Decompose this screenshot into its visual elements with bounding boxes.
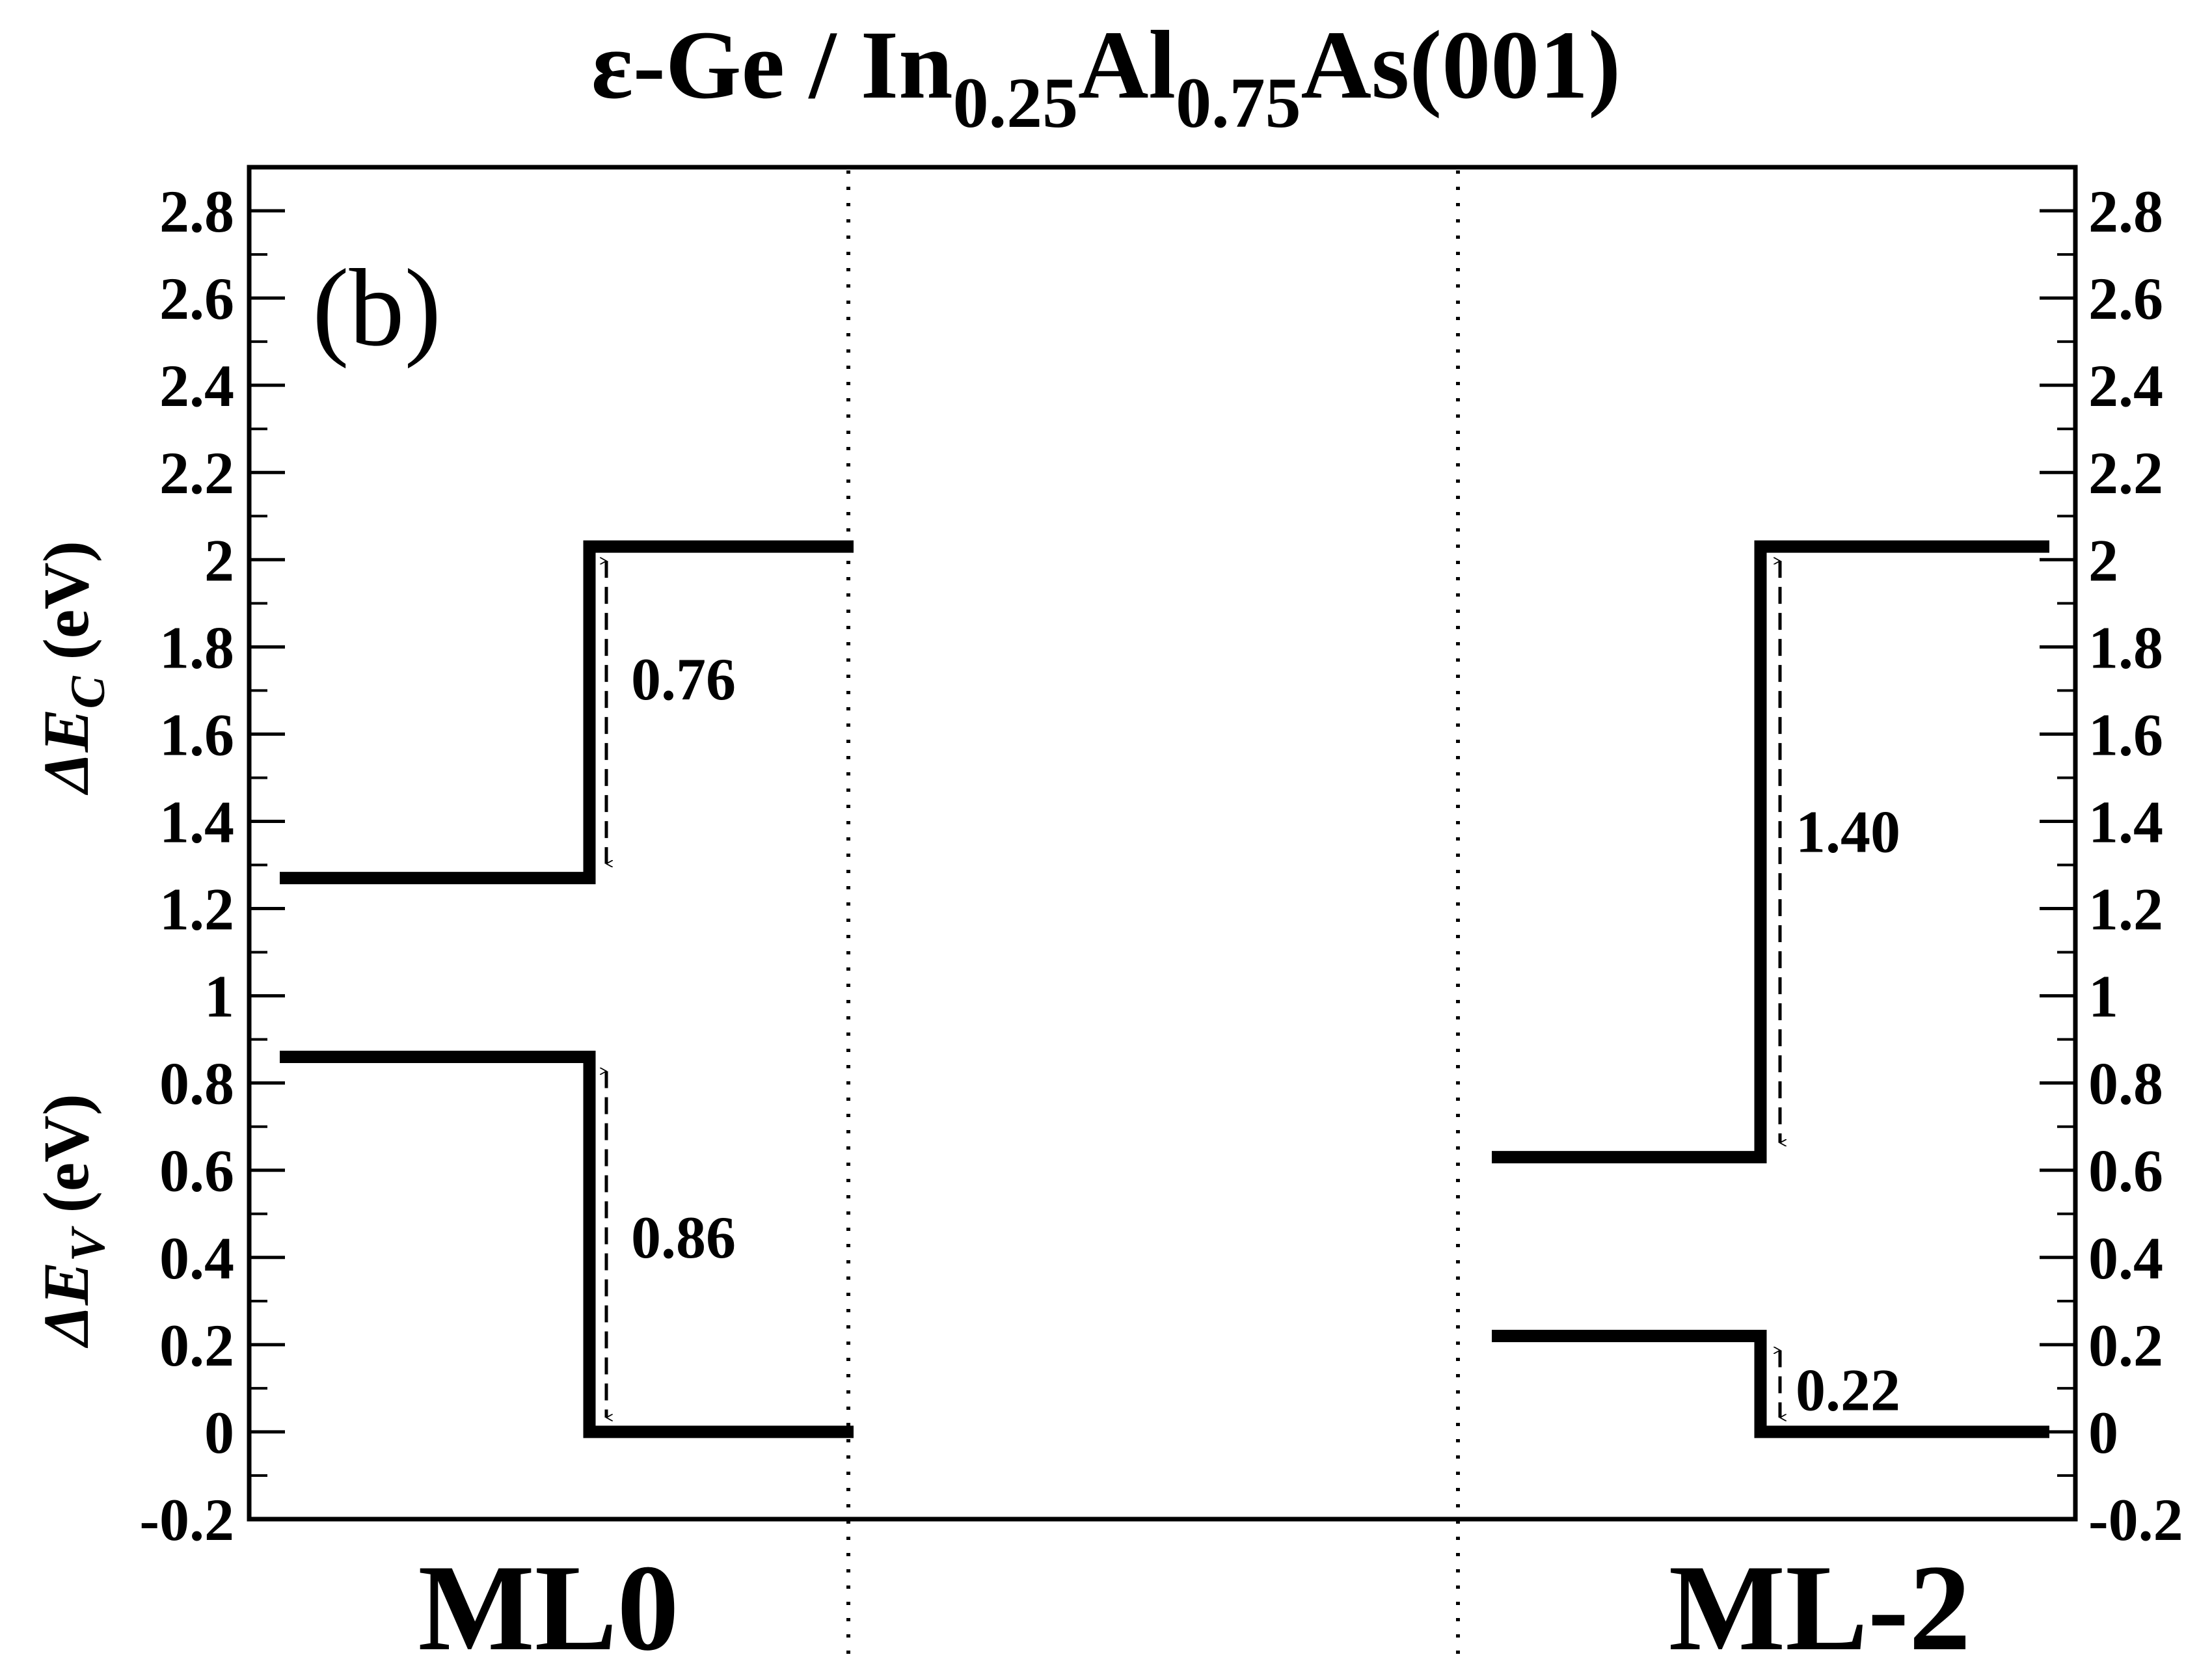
- y-axis-title-valence: ΔEV (eV): [30, 1094, 115, 1349]
- y-tick-label-left: 1.6: [159, 701, 234, 768]
- y-tick-label-left: 1.4: [159, 789, 234, 855]
- y-tick-label-right: 2.2: [2088, 440, 2163, 506]
- y-axis-left: -0.2 0 0.2 0.4 0.6 0.8 1 1.2 1.4 1.6 1.8 2 2.2 2.4 2.6…: [139, 178, 285, 1553]
- y-axis-right: -0.2 0 0.2 0.4 0.6 0.8 1 1.2 1.4 1.6 1.8 2 2.2 2.4 2.6…: [2040, 178, 2183, 1553]
- y-tick-label-right: 0.2: [2088, 1312, 2163, 1379]
- conduction-band-ml0: [280, 540, 854, 885]
- valence-band-ml-2: [1492, 1329, 2049, 1438]
- panel-label-ml-2: ML-2: [1669, 1540, 1971, 1659]
- y-axis-title-conduction: ΔEC (eV): [30, 541, 115, 796]
- chart-title: ε-Ge / In0.25Al0.75As(001): [591, 11, 1621, 142]
- y-tick-label-right: 1.8: [2088, 614, 2163, 681]
- plot-frame: [247, 165, 2078, 1522]
- offset-labels: 0.76 0.86 1.40 0.22: [631, 646, 1900, 1423]
- y-tick-label-left: -0.2: [139, 1487, 234, 1553]
- y-tick-label-left: 2.8: [159, 178, 234, 245]
- conduction-offset-label-ml0: 0.76: [631, 646, 736, 712]
- y-tick-label-right: 1.4: [2088, 789, 2163, 855]
- panel-label: (b): [312, 247, 441, 369]
- y-tick-label-left: 0: [204, 1399, 234, 1466]
- y-tick-label-right: 1: [2088, 964, 2118, 1030]
- y-tick-label-right: 0.8: [2088, 1051, 2163, 1117]
- y-tick-label-left: 1.2: [159, 876, 234, 943]
- y-tick-label-right: 1.6: [2088, 701, 2163, 768]
- y-tick-label-right: 2.8: [2088, 178, 2163, 245]
- conduction-band-ml-2: [1492, 540, 2049, 1164]
- y-tick-label-left: 0.2: [159, 1312, 234, 1379]
- band-lines: [280, 540, 2049, 1438]
- y-tick-label-left: 0.6: [159, 1138, 234, 1204]
- y-tick-label-left: 2.6: [159, 265, 234, 332]
- offset-arrows: [606, 561, 1780, 1418]
- panel-label-ml0: ML0: [418, 1540, 679, 1659]
- y-tick-label-right: 0.4: [2088, 1225, 2163, 1291]
- y-tick-label-right: -0.2: [2088, 1487, 2183, 1553]
- y-tick-label-right: 0: [2088, 1399, 2118, 1466]
- y-tick-label-left: 2: [204, 527, 234, 593]
- y-tick-label-right: 2: [2088, 527, 2118, 593]
- valence-band-ml0: [280, 1050, 854, 1438]
- y-tick-label-right: 0.6: [2088, 1138, 2163, 1204]
- y-tick-label-left: 2.2: [159, 440, 234, 506]
- panel-labels: ML0 ML-2: [418, 1540, 1971, 1659]
- valence-offset-label-ml-2: 0.22: [1796, 1356, 1900, 1423]
- y-tick-label-left: 0.4: [159, 1225, 234, 1291]
- y-tick-label-left: 2.4: [159, 353, 234, 419]
- y-tick-label-left: 0.8: [159, 1051, 234, 1117]
- conduction-offset-label-ml-2: 1.40: [1796, 798, 1900, 865]
- y-tick-label-right: 2.6: [2088, 265, 2163, 332]
- y-tick-label-right: 1.2: [2088, 876, 2163, 943]
- y-tick-label-left: 1.8: [159, 614, 234, 681]
- y-tick-label-right: 2.4: [2088, 353, 2163, 419]
- y-tick-label-left: 1: [204, 964, 234, 1030]
- valence-offset-label-ml0: 0.86: [631, 1204, 736, 1271]
